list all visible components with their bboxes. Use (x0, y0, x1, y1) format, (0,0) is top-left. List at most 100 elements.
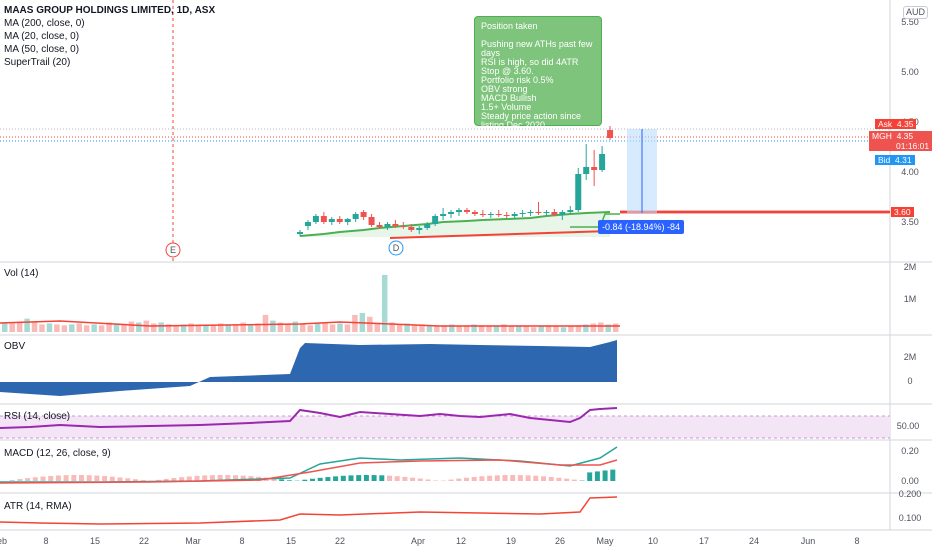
macd-hist-bar (109, 476, 115, 481)
date-axis-tick: 22 (335, 536, 345, 546)
macd-hist-bar (325, 477, 331, 481)
indicator-ma200[interactable]: MA (200, close, 0) (4, 18, 85, 29)
volume-bar (329, 324, 336, 332)
candle-body (352, 214, 359, 219)
volume-bar (501, 324, 507, 332)
candle-body (511, 214, 518, 216)
candle-body (487, 214, 494, 215)
ma-line-red (389, 230, 611, 239)
macd-hist-bar (448, 479, 454, 481)
volume-bar (128, 321, 135, 332)
atr-pane-label[interactable]: ATR (14, RMA) (4, 501, 72, 512)
macd-axis-tick: 0.00 (901, 476, 919, 486)
volume-bar (210, 325, 217, 332)
volume-bar (39, 324, 45, 332)
volume-bar (136, 322, 142, 332)
volume-bar (322, 322, 328, 332)
rsi-pane-label[interactable]: RSI (14, close) (4, 411, 71, 422)
obv-pane-label[interactable]: OBV (4, 341, 26, 352)
date-axis-tick: 15 (90, 536, 100, 546)
volume-bar (478, 325, 485, 332)
volume-bar (113, 323, 120, 332)
macd-pane-label[interactable]: MACD (12, 26, close, 9) (4, 448, 111, 459)
volume-bar (46, 323, 53, 332)
indicator-ma20[interactable]: MA (20, close, 0) (4, 31, 80, 42)
rsi-line (0, 407, 618, 429)
note-line: 1.5+ Volume (481, 102, 532, 112)
note-title: Position taken (481, 21, 538, 31)
price-axis-tick: 4.00 (901, 167, 919, 177)
date-axis-tick: 22 (139, 536, 149, 546)
macd-hist-bar (502, 475, 508, 481)
macd-hist-bar (371, 475, 377, 481)
macd-hist-bar (102, 476, 108, 481)
volume-bar (605, 324, 611, 332)
ask-label: Ask (878, 119, 893, 129)
ma-line-green (299, 211, 611, 237)
volume-axis-tick: 1M (904, 294, 917, 304)
volume-bar (314, 323, 321, 332)
macd-hist-bar (394, 476, 400, 481)
obv-area (0, 340, 617, 396)
macd-hist-bar (348, 475, 354, 481)
volume-bar (568, 326, 574, 332)
volume-bar (389, 322, 395, 332)
candle-body (336, 219, 343, 222)
volume-bar (449, 324, 455, 332)
candle-body (551, 212, 558, 215)
volume-bar (292, 321, 299, 332)
macd-hist-bar (86, 475, 92, 481)
candle-body (456, 210, 462, 212)
macd-hist-bar (317, 477, 323, 481)
macd-hist-bar (410, 477, 416, 481)
indicator-ma50[interactable]: MA (50, close, 0) (4, 44, 80, 55)
macd-hist-bar (17, 479, 23, 481)
macd-hist-bar (510, 475, 516, 481)
candle-body (384, 224, 391, 227)
date-axis-tick: 17 (699, 536, 709, 546)
volume-bar (61, 325, 68, 332)
date-axis-tick: Apr (411, 536, 425, 546)
macd-hist-bar (379, 475, 385, 481)
candle-body (575, 174, 582, 210)
volume-bar (486, 326, 492, 332)
atr-axis-tick: 0.200 (899, 489, 922, 499)
macd-hist-bar (279, 479, 285, 481)
macd-hist-bar (587, 472, 593, 481)
obv-axis-tick: 2M (904, 352, 917, 362)
date-axis-tick: eb (0, 536, 7, 546)
macd-hist-bar (55, 475, 61, 481)
volume-pane-label[interactable]: Vol (14) (4, 268, 39, 279)
macd-hist-bar (456, 478, 462, 481)
volume-bar (24, 318, 30, 332)
currency-label[interactable]: AUD (903, 6, 929, 19)
candle-body (408, 227, 415, 230)
macd-hist-bar (171, 477, 177, 481)
volume-bar (262, 314, 269, 332)
volume-bar (300, 324, 306, 332)
volume-bar (516, 325, 522, 332)
indicator-supertrail[interactable]: SuperTrail (20) (4, 57, 71, 68)
bar-countdown: 01:16:01 (896, 141, 930, 151)
macd-hist-bar (556, 477, 562, 481)
volume-bar (121, 324, 127, 332)
volume-bar (396, 324, 403, 332)
macd-hist-bar (71, 475, 77, 481)
macd-hist-bar (9, 480, 15, 481)
macd-hist-bar (132, 479, 138, 481)
candle-body (479, 214, 486, 215)
candle-body (448, 212, 455, 214)
rsi-axis-tick: 50.00 (897, 421, 920, 431)
macd-hist-bar (610, 469, 616, 481)
symbol-tag-value: 4.35 (896, 131, 914, 141)
macd-hist-bar (541, 476, 546, 481)
candle-body (535, 212, 542, 213)
macd-hist-bar (571, 479, 577, 481)
volume-bar (344, 324, 351, 332)
position-note[interactable]: Position taken Pushing new ATHs past few… (474, 16, 602, 130)
volume-bar (76, 323, 82, 332)
macd-hist-bar (40, 476, 46, 481)
macd-hist-bar (356, 475, 362, 481)
date-axis-tick: 24 (749, 536, 759, 546)
